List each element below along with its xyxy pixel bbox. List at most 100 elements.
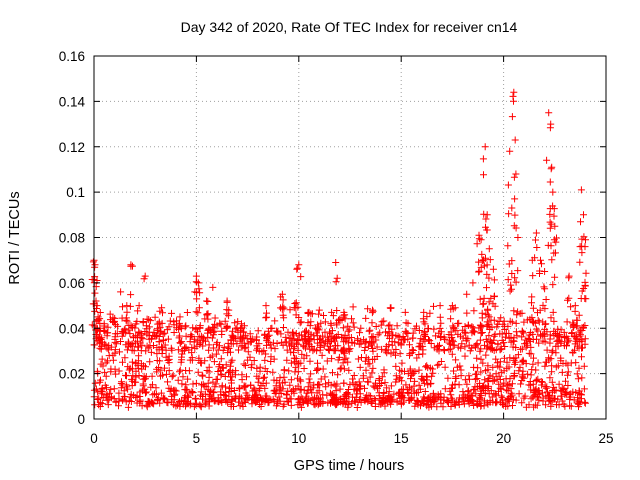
data-point: [554, 336, 562, 344]
data-point: [317, 319, 325, 327]
data-point: [479, 155, 487, 163]
data-point: [449, 396, 457, 404]
data-point: [357, 324, 365, 332]
data-point: [293, 339, 300, 347]
data-point: [333, 307, 341, 314]
data-point: [328, 391, 336, 398]
data-point: [411, 377, 419, 385]
data-point: [117, 338, 124, 345]
data-point: [384, 322, 392, 330]
data-point: [269, 368, 277, 376]
data-point: [176, 332, 184, 340]
data-point: [537, 331, 544, 339]
data-point: [534, 393, 541, 401]
data-point: [418, 398, 426, 406]
data-point: [368, 369, 376, 377]
data-point: [477, 402, 485, 410]
data-point: [546, 374, 554, 382]
data-point: [284, 328, 292, 336]
data-point: [361, 344, 369, 351]
data-point: [201, 315, 209, 323]
data-point: [269, 395, 277, 403]
data-point: [250, 384, 258, 392]
data-point: [545, 397, 553, 405]
data-point: [143, 401, 151, 409]
data-point: [369, 338, 377, 346]
data-point: [112, 340, 120, 348]
data-point: [192, 394, 200, 402]
data-point: [506, 147, 514, 155]
data-point: [580, 362, 588, 370]
data-point: [294, 303, 302, 311]
data-point: [441, 363, 449, 371]
data-point: [320, 312, 327, 319]
data-point: [522, 343, 530, 351]
data-point: [163, 370, 170, 378]
data-point: [153, 350, 161, 358]
data-point: [399, 385, 407, 393]
data-point: [559, 360, 567, 367]
data-point: [575, 364, 583, 372]
data-point: [334, 342, 342, 350]
data-point: [448, 350, 456, 358]
data-point: [221, 395, 229, 403]
data-point: [399, 398, 407, 406]
data-point: [323, 333, 331, 341]
data-point: [225, 312, 233, 320]
data-point: [142, 389, 149, 397]
data-point: [357, 337, 365, 345]
data-point: [158, 304, 166, 312]
data-point: [527, 386, 535, 394]
data-point: [223, 298, 231, 306]
data-point: [329, 327, 336, 335]
data-point: [119, 358, 126, 366]
data-point: [534, 375, 542, 383]
data-point: [437, 358, 445, 365]
data-point: [244, 348, 252, 356]
data-point: [460, 391, 468, 399]
data-point: [235, 346, 242, 354]
data-point: [449, 322, 457, 330]
data-point: [172, 402, 180, 410]
data-point: [387, 382, 395, 390]
data-point: [157, 366, 165, 374]
data-point: [102, 341, 110, 349]
data-point: [227, 384, 235, 392]
data-point: [209, 283, 217, 291]
data-point: [458, 340, 466, 348]
data-point: [543, 156, 551, 164]
data-point: [392, 372, 400, 380]
data-point: [371, 396, 379, 404]
data-point: [424, 364, 432, 372]
data-point: [511, 195, 519, 203]
data-point: [461, 352, 469, 360]
data-point: [227, 336, 235, 344]
data-point: [368, 397, 376, 405]
data-point: [204, 298, 212, 305]
data-point: [219, 364, 227, 372]
data-point: [104, 401, 112, 409]
data-point: [480, 171, 487, 179]
data-point: [339, 324, 347, 332]
data-point: [549, 308, 557, 316]
data-point: [548, 368, 556, 376]
data-point: [140, 275, 148, 283]
data-point: [123, 302, 131, 310]
data-point: [158, 319, 166, 327]
data-point: [421, 337, 429, 345]
data-point: [416, 342, 424, 350]
data-point: [473, 240, 481, 248]
data-point: [272, 388, 280, 396]
data-point: [514, 351, 522, 359]
data-point: [482, 351, 490, 359]
data-point: [162, 353, 170, 361]
data-point: [333, 380, 341, 388]
data-point: [425, 325, 432, 333]
data-point: [199, 395, 206, 403]
data-point: [240, 360, 248, 368]
data-point: [126, 393, 134, 401]
data-point: [481, 341, 488, 349]
data-point: [197, 388, 205, 396]
data-point: [483, 270, 491, 278]
data-point: [541, 285, 549, 293]
